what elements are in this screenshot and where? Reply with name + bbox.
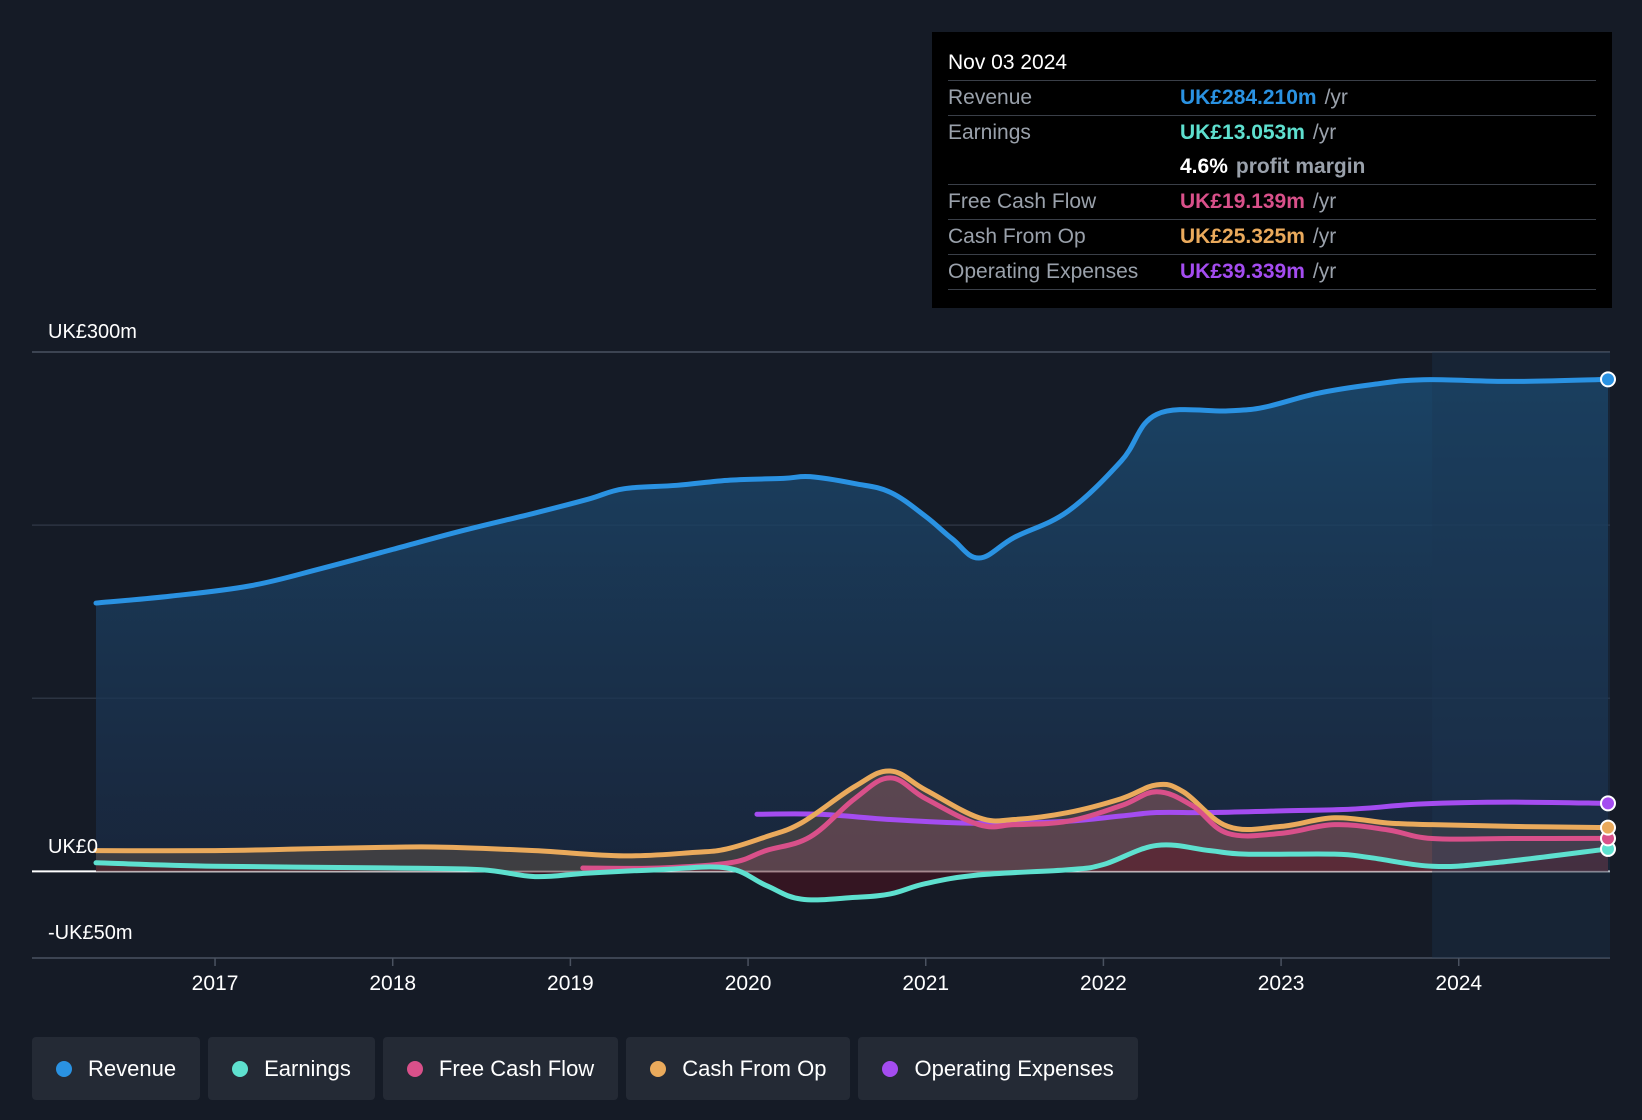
tooltip-row-profit-margin: 4.6% profit margin [948,150,1596,185]
tooltip-label: Cash From Op [948,225,1086,248]
tooltip-value: 4.6% [1180,155,1228,178]
tooltip-unit: /yr [1312,190,1337,213]
legend-label: Revenue [88,1055,177,1081]
area-earnings [96,844,1608,900]
legend-item-revenue[interactable]: Revenue [32,1037,201,1100]
legend-label: Operating Expenses [914,1055,1114,1081]
x-tick-label: 2021 [902,972,949,995]
legend-item-cash-from-op[interactable]: Cash From Op [626,1037,851,1100]
series-end-markers [1600,371,1616,857]
tooltip-unit: profit margin [1235,155,1366,178]
legend: Revenue Earnings Free Cash Flow Cash Fro… [32,1037,1146,1100]
tooltip-value: UK£25.325m [1180,225,1305,248]
area-revenue [96,379,1608,872]
y-tick-label-top: UK£300m [48,321,137,343]
end-marker-operating-expenses [1600,795,1616,812]
x-tick-label: 2022 [1080,972,1127,995]
tooltip-date: Nov 03 2024 [948,46,1596,81]
legend-label: Cash From Op [682,1055,827,1081]
line-earnings [93,842,1611,903]
tooltip-value: UK£13.053m [1180,121,1305,144]
operating-expenses-dot-icon [882,1060,899,1077]
forecast-shade [1432,352,1610,958]
tooltip-row-revenue: Revenue UK£284.210m /yr [948,81,1596,116]
tooltip-unit: /yr [1324,86,1348,109]
free-cash-flow-dot-icon [406,1060,423,1077]
earnings-dot-icon [232,1060,249,1077]
tooltip-value: UK£39.339m [1180,260,1305,283]
legend-item-free-cash-flow[interactable]: Free Cash Flow [382,1037,619,1100]
tooltip-label: Free Cash Flow [948,190,1097,213]
revenue-dot-icon [56,1060,72,1077]
x-tick-label: 2023 [1258,972,1305,995]
end-marker-cash-from-op [1600,819,1616,836]
line-operating-expenses [754,799,1611,826]
tooltip-row-free-cash-flow: Free Cash Flow UK£19.139m /yr [948,185,1596,220]
tooltip-label: Earnings [948,121,1031,144]
x-tick-label: 2019 [547,972,594,995]
line-free-cash-flow [580,775,1611,871]
cash-from-op-dot-icon [650,1060,667,1077]
legend-item-operating-expenses[interactable]: Operating Expenses [858,1037,1138,1100]
legend-label: Free Cash Flow [438,1055,595,1081]
x-tick-label: 2017 [192,972,239,995]
end-marker-revenue [1600,371,1616,388]
tooltip-row-cash-from-op: Cash From Op UK£25.325m /yr [948,220,1596,255]
legend-item-earnings[interactable]: Earnings [208,1037,375,1100]
area-cash-from-op [96,770,1608,872]
x-axis-ticks: 2017 2018 2019 2020 2021 2022 2023 2024 [192,958,1482,995]
x-tick-label: 2020 [725,972,772,995]
tooltip-unit: /yr [1312,121,1337,144]
line-revenue [93,376,1611,606]
series-areas [96,379,1608,900]
tooltip-panel: Nov 03 2024 Revenue UK£284.210m /yr Earn… [932,32,1612,308]
tooltip-row-earnings: Earnings UK£13.053m /yr [948,116,1596,150]
area-free-cash-flow [582,777,1608,872]
tooltip-value: UK£284.210m [1180,86,1317,109]
line-cash-from-op [93,768,1611,859]
tooltip-row-operating-expenses: Operating Expenses UK£39.339m /yr [948,255,1596,290]
x-tick-label: 2018 [369,972,416,995]
x-tick-label: 2024 [1435,972,1482,995]
tooltip-value: UK£19.139m [1180,190,1305,213]
tooltip-unit: /yr [1312,225,1337,248]
y-tick-label-zero: UK£0 [48,836,99,858]
tooltip-label [948,150,1180,184]
tooltip-unit: /yr [1312,260,1337,283]
tooltip-label: Operating Expenses [948,260,1139,283]
tooltip-label: Revenue [948,86,1033,109]
series-lines [93,376,1611,903]
legend-label: Earnings [264,1055,351,1081]
y-tick-label-bottom: -UK£50m [48,922,133,944]
